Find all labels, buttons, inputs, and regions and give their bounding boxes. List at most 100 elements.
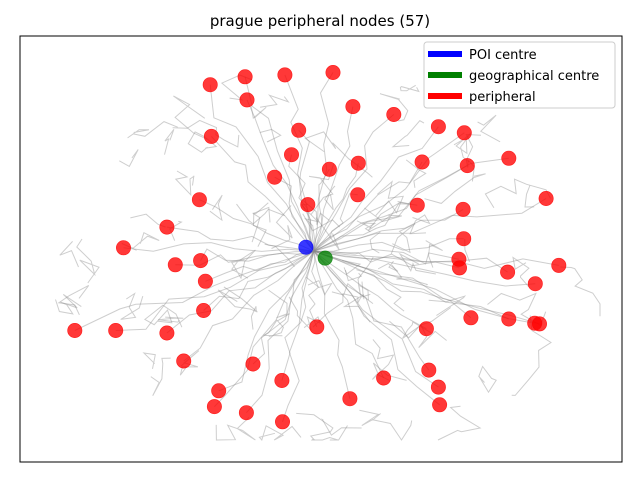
- street-edge: [377, 260, 399, 272]
- street-edge: [200, 248, 314, 262]
- street-edge: [331, 281, 374, 305]
- peripheral-point-5: [345, 99, 361, 115]
- peripheral-point-36: [463, 310, 479, 326]
- legend-box: [423, 41, 616, 109]
- street-edge: [465, 133, 482, 182]
- street-edge: [260, 94, 290, 108]
- street-edge: [166, 226, 314, 252]
- street-edge: [296, 412, 334, 441]
- street-edge: [76, 238, 100, 284]
- street-edge: [313, 250, 427, 330]
- legend-label-peripheral: peripheral: [469, 90, 536, 105]
- street-edge: [174, 170, 195, 197]
- street-edge: [123, 242, 314, 252]
- street-edge: [344, 269, 363, 282]
- street-edge: [217, 286, 258, 313]
- street-edge: [169, 220, 183, 241]
- street-edge: [399, 84, 420, 93]
- peripheral-point-30: [451, 260, 467, 276]
- peripheral-point-31: [500, 264, 516, 280]
- peripheral-point-49: [376, 370, 392, 386]
- peripheral-point-35: [196, 302, 212, 318]
- street-edge: [342, 260, 362, 275]
- scatter-points: [67, 65, 567, 430]
- peripheral-point-15: [501, 150, 517, 166]
- peripheral-point-37: [501, 311, 517, 327]
- street-edge: [313, 250, 385, 379]
- street-edge: [209, 194, 223, 222]
- peripheral-point-45: [245, 356, 261, 372]
- street-edge: [375, 180, 404, 217]
- street-edge: [313, 251, 351, 399]
- peripheral-point-17: [321, 161, 337, 177]
- street-edge: [437, 405, 482, 441]
- street-edge: [324, 185, 336, 211]
- street-edge: [484, 178, 551, 209]
- street-edge: [372, 362, 407, 381]
- street-edge: [305, 276, 333, 296]
- street-edge: [258, 425, 302, 441]
- street-edge: [313, 250, 460, 269]
- street-edge: [158, 316, 184, 323]
- street-edge: [284, 74, 315, 252]
- legend-label-geographical-centre: geographical centre: [469, 69, 599, 84]
- street-edge: [313, 126, 439, 252]
- peripheral-point-46: [421, 362, 437, 378]
- peripheral-point-29: [167, 257, 183, 273]
- street-edge: [164, 128, 175, 155]
- street-edge: [356, 269, 405, 312]
- peripheral-point-0: [202, 77, 218, 93]
- street-edge: [313, 250, 439, 388]
- street-edge: [244, 76, 315, 252]
- street-edge: [313, 250, 508, 273]
- peripheral-point-13: [350, 155, 366, 171]
- street-edge: [313, 250, 559, 269]
- street-edge: [313, 250, 536, 287]
- peripheral-point-51: [527, 315, 543, 331]
- peripheral-point-21: [455, 201, 471, 217]
- street-edge: [313, 169, 330, 252]
- peripheral-point-52: [206, 399, 222, 415]
- street-edge: [409, 214, 431, 235]
- street-edge: [313, 208, 464, 252]
- street-edge: [264, 243, 295, 268]
- street-edge: [369, 231, 381, 254]
- street-edge: [313, 165, 468, 252]
- street-edge: [364, 207, 402, 223]
- chart-title: prague peripheral nodes (57): [210, 12, 430, 30]
- street-edge: [425, 240, 443, 268]
- street-edge: [298, 129, 315, 252]
- peripheral-point-8: [291, 122, 307, 138]
- street-edge: [74, 250, 315, 331]
- street-edge: [215, 417, 256, 441]
- peripheral-point-48: [274, 372, 290, 388]
- street-edge: [304, 131, 373, 178]
- peripheral-point-19: [191, 192, 207, 208]
- street-edge: [252, 206, 271, 247]
- street-edge: [187, 131, 218, 153]
- street-edge: [115, 250, 315, 331]
- peripheral-point-10: [456, 125, 472, 141]
- street-edge: [308, 251, 319, 328]
- street-edge: [119, 149, 139, 168]
- street-edge: [424, 173, 486, 204]
- peripheral-point-22: [538, 191, 554, 207]
- peripheral-point-32: [551, 257, 567, 273]
- street-edge: [218, 250, 315, 392]
- street-edge: [372, 339, 395, 382]
- peripheral-point-3: [325, 65, 341, 81]
- street-edge: [313, 250, 472, 319]
- street-edge: [313, 238, 464, 252]
- street-edge: [313, 161, 423, 252]
- street-edge: [179, 350, 200, 376]
- street-edge: [302, 213, 341, 232]
- street-edge: [313, 250, 510, 320]
- peripheral-point-44: [176, 353, 192, 369]
- street-edge: [150, 357, 171, 396]
- peripheral-point-24: [159, 219, 175, 235]
- street-edge: [357, 256, 374, 301]
- peripheral-point-55: [342, 391, 358, 407]
- street-edge: [313, 163, 359, 252]
- street-edge: [127, 121, 178, 139]
- street-edge: [142, 352, 156, 369]
